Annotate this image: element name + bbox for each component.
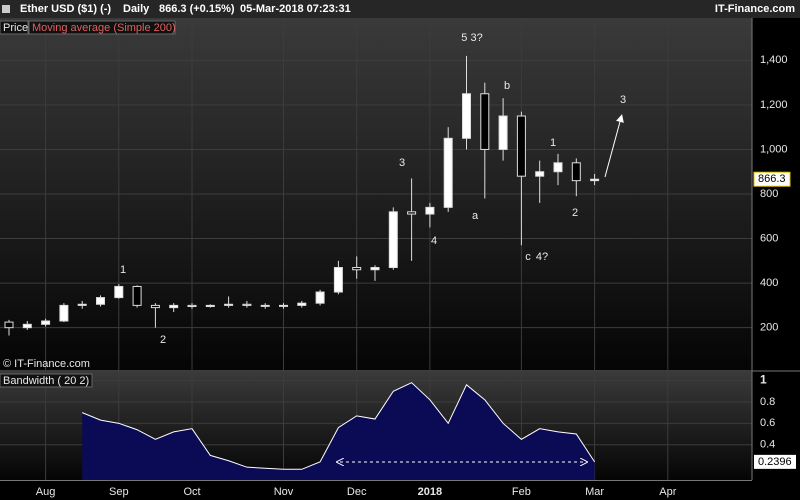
wave-label: 2 — [572, 207, 578, 219]
legend-box — [0, 373, 93, 388]
candle-body — [187, 304, 197, 308]
wave-label: 5 3? — [461, 32, 482, 44]
last-value: 0.2396 — [758, 456, 792, 468]
candle-body — [571, 162, 581, 182]
last-value-badge — [754, 454, 796, 469]
candle-body — [4, 321, 14, 329]
candle-body — [114, 285, 124, 299]
grid-layer — [0, 18, 752, 480]
candle-body — [242, 303, 252, 306]
candle-body — [462, 93, 471, 139]
brand: IT-Finance.com — [715, 3, 795, 15]
candle-body — [224, 303, 234, 306]
candle-body — [22, 323, 32, 329]
wave-label: c — [525, 251, 531, 263]
candle-body — [315, 291, 325, 304]
candle-body — [498, 115, 508, 150]
wave-label: 4? — [536, 251, 548, 263]
panel-title: Bandwidth ( 20 2) — [3, 375, 89, 387]
x-tick-label: Sep — [109, 486, 129, 498]
x-tick-label: Dec — [347, 486, 367, 498]
x-tick-label: Nov — [274, 486, 294, 498]
candle-body — [132, 285, 142, 306]
wave-label: 1 — [550, 137, 556, 149]
candle-body — [169, 304, 179, 309]
candle-body — [443, 137, 453, 208]
wave-label: 3 — [399, 157, 405, 169]
wave-label: 3 — [620, 94, 626, 106]
y-tick-label: 200 — [760, 322, 778, 334]
candle-body — [352, 267, 362, 271]
candle-body — [96, 297, 105, 305]
candle-body — [150, 304, 160, 309]
x-tick-label: Mar — [585, 486, 604, 498]
wave-label: a — [472, 210, 479, 222]
legend-entry: Price — [3, 22, 28, 34]
wave-label: b — [504, 80, 510, 92]
x-tick-label: Oct — [183, 486, 200, 498]
y-tick-label: 400 — [760, 277, 778, 289]
area-line — [82, 382, 596, 470]
y-tick-label: 0.8 — [760, 396, 775, 408]
copyright: © IT-Finance.com — [3, 358, 90, 370]
y-tick-label: 0.6 — [760, 417, 775, 429]
y-tick-label: 1 — [760, 373, 767, 387]
candle-body — [41, 320, 51, 325]
candle-body — [59, 304, 69, 322]
candle-body — [407, 211, 417, 215]
legend-entry: Moving average (Simple 200) — [32, 22, 176, 34]
header-bar — [0, 0, 800, 18]
candle-body — [553, 162, 563, 173]
y-tick-label: 800 — [760, 188, 778, 200]
candle-body — [535, 171, 545, 177]
y-tick-label: 600 — [760, 232, 778, 244]
candle-body — [333, 267, 343, 293]
wave-label: 4 — [431, 235, 437, 247]
x-tick-label: Apr — [659, 486, 676, 498]
candle-body — [260, 304, 270, 307]
candle-body — [480, 93, 490, 150]
last-price-badge — [753, 171, 791, 187]
legend-box — [0, 20, 29, 35]
wave-label: 1 — [120, 264, 126, 276]
candle-body — [590, 178, 600, 182]
x-tick-label: Feb — [512, 486, 531, 498]
period: Daily — [123, 3, 150, 15]
y-tick-label: 0.4 — [760, 439, 775, 451]
y-tick-label: 1,000 — [760, 143, 788, 155]
candle-body — [370, 267, 380, 271]
projection-arrow — [604, 114, 624, 178]
axis-area — [752, 18, 800, 480]
quote: 866.3 (+0.15%) — [159, 3, 235, 15]
wave-label: 2 — [160, 334, 166, 346]
legend-box — [28, 20, 176, 35]
candle-body — [516, 115, 526, 177]
candle-body — [297, 302, 307, 306]
candle-body — [205, 304, 215, 308]
instrument: Ether USD ($1) (-) — [20, 3, 111, 15]
candle-body — [77, 303, 87, 306]
y-tick-label: 1,200 — [760, 99, 788, 111]
candle-body — [388, 211, 398, 269]
candle-body — [279, 304, 288, 307]
last-price: 866.3 — [758, 173, 786, 185]
icon — [2, 5, 10, 13]
x-tick-label: Aug — [36, 486, 56, 498]
candle-body — [425, 206, 435, 215]
y-tick-label: 1,400 — [760, 54, 788, 66]
x-tick-label: 2018 — [418, 486, 442, 498]
timestamp: 05-Mar-2018 07:23:31 — [240, 3, 351, 15]
